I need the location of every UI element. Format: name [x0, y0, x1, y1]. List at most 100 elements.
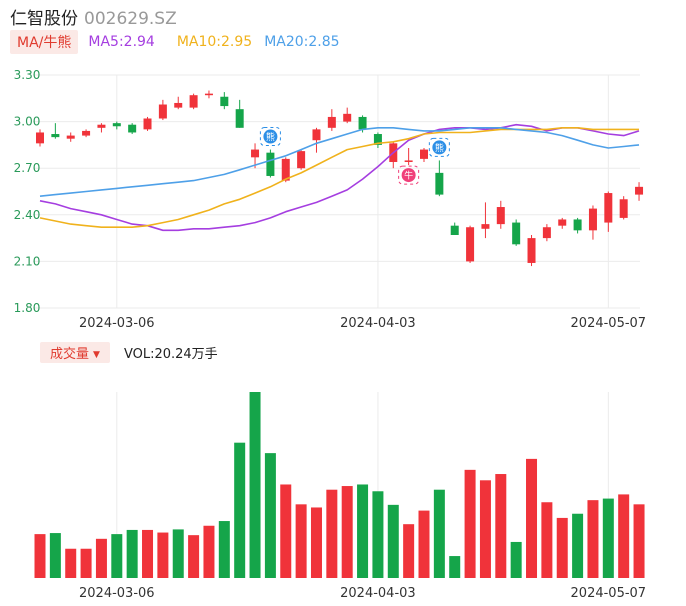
- candle-body: [481, 224, 490, 229]
- candle-body: [128, 124, 137, 133]
- ma5-legend: MA5:2.94: [88, 34, 155, 50]
- candle-body: [204, 93, 213, 96]
- candle-body: [174, 102, 183, 108]
- volume-bar: [403, 524, 415, 578]
- marker-ring: [428, 137, 450, 157]
- volume-bar: [218, 521, 230, 578]
- candle-body: [435, 172, 444, 195]
- candle-body: [404, 160, 413, 162]
- y-tick-label: 1.80: [14, 301, 41, 315]
- candle-body: [450, 225, 459, 235]
- candle-body: [373, 134, 382, 145]
- volume-bar: [464, 469, 476, 578]
- ma20-line: [39, 127, 640, 197]
- volume-bar: [479, 480, 491, 578]
- volume-bar: [556, 517, 568, 578]
- volume-indicator-select[interactable]: 成交量 ▼: [40, 341, 110, 363]
- volume-bar: [65, 548, 77, 578]
- candle-body: [112, 123, 121, 127]
- volume-bar: [418, 510, 430, 578]
- candle-body: [158, 104, 167, 119]
- candle-body: [604, 193, 613, 223]
- candle-body: [66, 135, 75, 139]
- volume-bar: [49, 533, 61, 578]
- volume-bar: [433, 489, 445, 578]
- x-tick-label: 2024-05-07: [571, 586, 647, 601]
- volume-bar: [541, 502, 553, 578]
- candle-body: [542, 227, 551, 239]
- volume-bar: [188, 535, 200, 578]
- ma-toggle-button[interactable]: MA/牛熊: [10, 30, 79, 54]
- y-tick-label: 2.40: [14, 208, 41, 222]
- stock-name: 仁智股份: [10, 9, 78, 29]
- candle-body: [82, 130, 91, 136]
- volume-bar: [372, 491, 384, 578]
- volume-bar: [95, 538, 107, 578]
- marker-label: 熊: [266, 131, 275, 143]
- marker-dot: [263, 129, 278, 144]
- candle-body: [51, 134, 60, 138]
- candle-body: [527, 238, 536, 263]
- candle-body: [420, 149, 428, 159]
- candle-body: [251, 149, 260, 158]
- volume-bar: [449, 556, 461, 578]
- volume-bar: [387, 504, 399, 578]
- candle-body: [512, 222, 521, 245]
- marker-dot: [401, 168, 416, 183]
- ma-legend: MA/牛熊 MA5:2.94 MA10:2.95 MA20:2.85: [10, 30, 340, 54]
- volume-bar: [234, 442, 246, 578]
- volume-bar: [587, 500, 599, 578]
- candle-body: [619, 199, 628, 218]
- candle-body: [235, 109, 244, 128]
- volume-indicator-label: 成交量: [50, 346, 90, 362]
- bear-marker-icon: 熊: [428, 137, 450, 157]
- volume-bar: [526, 458, 538, 578]
- candle-body: [558, 219, 567, 226]
- candle-body: [143, 118, 152, 130]
- marker-ring: [259, 127, 281, 147]
- volume-bar: [157, 532, 169, 578]
- volume-value: VOL:20.24万手: [123, 346, 218, 362]
- x-tick-label: 2024-05-07: [571, 316, 647, 331]
- volume-bar: [602, 498, 614, 578]
- volume-bar: [295, 504, 307, 578]
- marker-ring: [398, 165, 420, 185]
- marker-dot: [432, 140, 447, 155]
- volume-bar: [264, 453, 276, 578]
- candle-body: [466, 227, 475, 262]
- candle-body: [220, 96, 229, 107]
- volume-bar: [34, 534, 46, 578]
- ma10-line: [39, 127, 639, 228]
- volume-bar: [111, 534, 123, 578]
- candle-body: [343, 113, 352, 122]
- volume-bar: [495, 474, 507, 578]
- volume-bar: [310, 507, 322, 578]
- marker-label: 牛: [404, 170, 413, 182]
- volume-bar: [280, 484, 292, 578]
- candle-body: [189, 95, 198, 108]
- caret-down-icon: ▼: [93, 349, 100, 360]
- candle-body: [496, 207, 505, 225]
- stock-header: 仁智股份 002629.SZ: [10, 4, 177, 29]
- candle-body: [97, 124, 106, 128]
- volume-legend: 成交量 ▼ VOL:20.24万手: [40, 341, 218, 363]
- stock-code: 002629.SZ: [84, 9, 177, 29]
- volume-bar: [326, 489, 338, 578]
- candle-body: [358, 116, 367, 130]
- candle-body: [36, 132, 44, 144]
- bear-marker-icon: 熊: [259, 127, 281, 147]
- volume-bar: [357, 484, 369, 578]
- candle-body: [281, 158, 290, 181]
- volume-bar: [633, 504, 645, 578]
- candle-body: [297, 151, 306, 169]
- y-tick-label: 3.00: [14, 115, 41, 129]
- candle-body: [573, 219, 582, 231]
- bull-marker-icon: 牛: [398, 165, 420, 185]
- y-tick-label: 2.10: [14, 254, 41, 268]
- volume-bar: [172, 529, 184, 578]
- ma20-legend: MA20:2.85: [264, 34, 340, 50]
- candle-body: [588, 208, 597, 231]
- x-tick-label: 2024-03-06: [79, 586, 155, 601]
- x-tick-label: 2024-04-03: [340, 316, 416, 331]
